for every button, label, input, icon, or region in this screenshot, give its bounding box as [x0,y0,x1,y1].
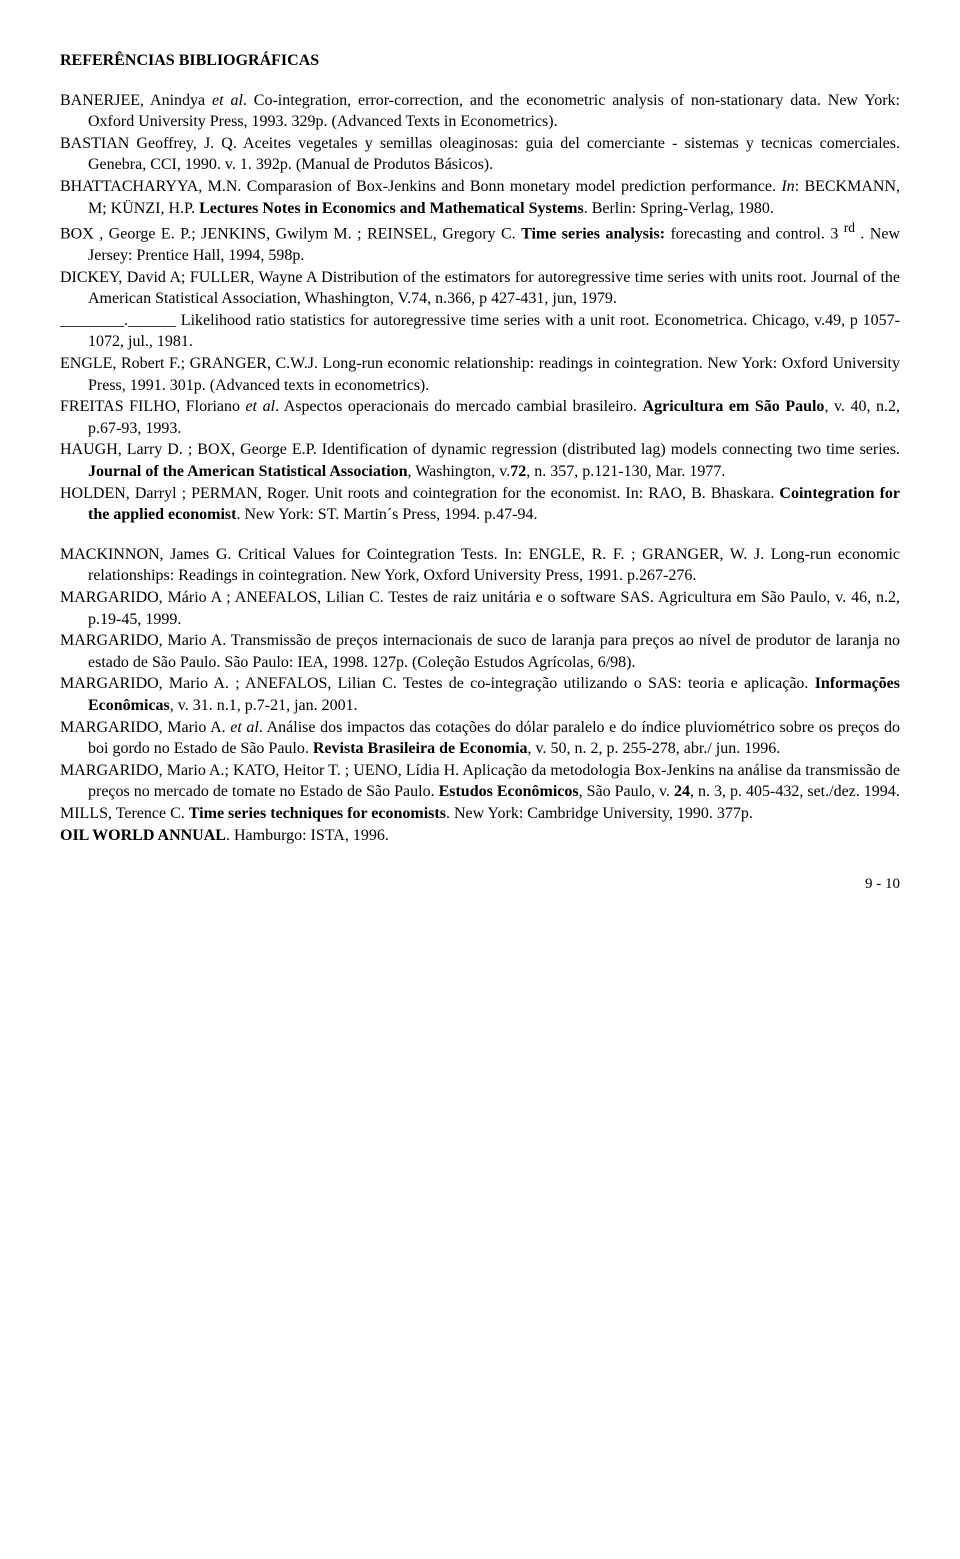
reference-entry: MARGARIDO, Mario A.; KATO, Heitor T. ; U… [60,760,900,803]
reference-entry: ________.______ Likelihood ratio statist… [60,310,900,353]
references-list: BANERJEE, Anindya et al. Co-integration,… [60,90,900,847]
reference-entry: HAUGH, Larry D. ; BOX, George E.P. Ident… [60,439,900,482]
reference-entry: MACKINNON, James G. Critical Values for … [60,544,900,587]
section-heading: REFERÊNCIAS BIBLIOGRÁFICAS [60,50,900,72]
reference-entry: MILLS, Terence C. Time series techniques… [60,803,900,825]
reference-entry: BOX , George E. P.; JENKINS, Gwilym M. ;… [60,219,900,267]
reference-entry: BHATTACHARYYA, M.N. Comparasion of Box-J… [60,176,900,219]
reference-entry: ENGLE, Robert F.; GRANGER, C.W.J. Long-r… [60,353,900,396]
reference-entry: HOLDEN, Darryl ; PERMAN, Roger. Unit roo… [60,483,900,526]
page-number: 9 - 10 [60,874,900,894]
reference-entry: FREITAS FILHO, Floriano et al. Aspectos … [60,396,900,439]
reference-entry: MARGARIDO, Mario A. Transmissão de preço… [60,630,900,673]
reference-entry: BANERJEE, Anindya et al. Co-integration,… [60,90,900,133]
reference-gap [60,526,900,544]
reference-entry: MARGARIDO, Mario A. ; ANEFALOS, Lilian C… [60,673,900,716]
reference-entry: BASTIAN Geoffrey, J. Q. Aceites vegetale… [60,133,900,176]
reference-entry: DICKEY, David A; FULLER, Wayne A Distrib… [60,267,900,310]
reference-entry: MARGARIDO, Mário A ; ANEFALOS, Lilian C.… [60,587,900,630]
reference-entry: OIL WORLD ANNUAL. Hamburgo: ISTA, 1996. [60,825,900,847]
reference-entry: MARGARIDO, Mario A. et al. Análise dos i… [60,717,900,760]
